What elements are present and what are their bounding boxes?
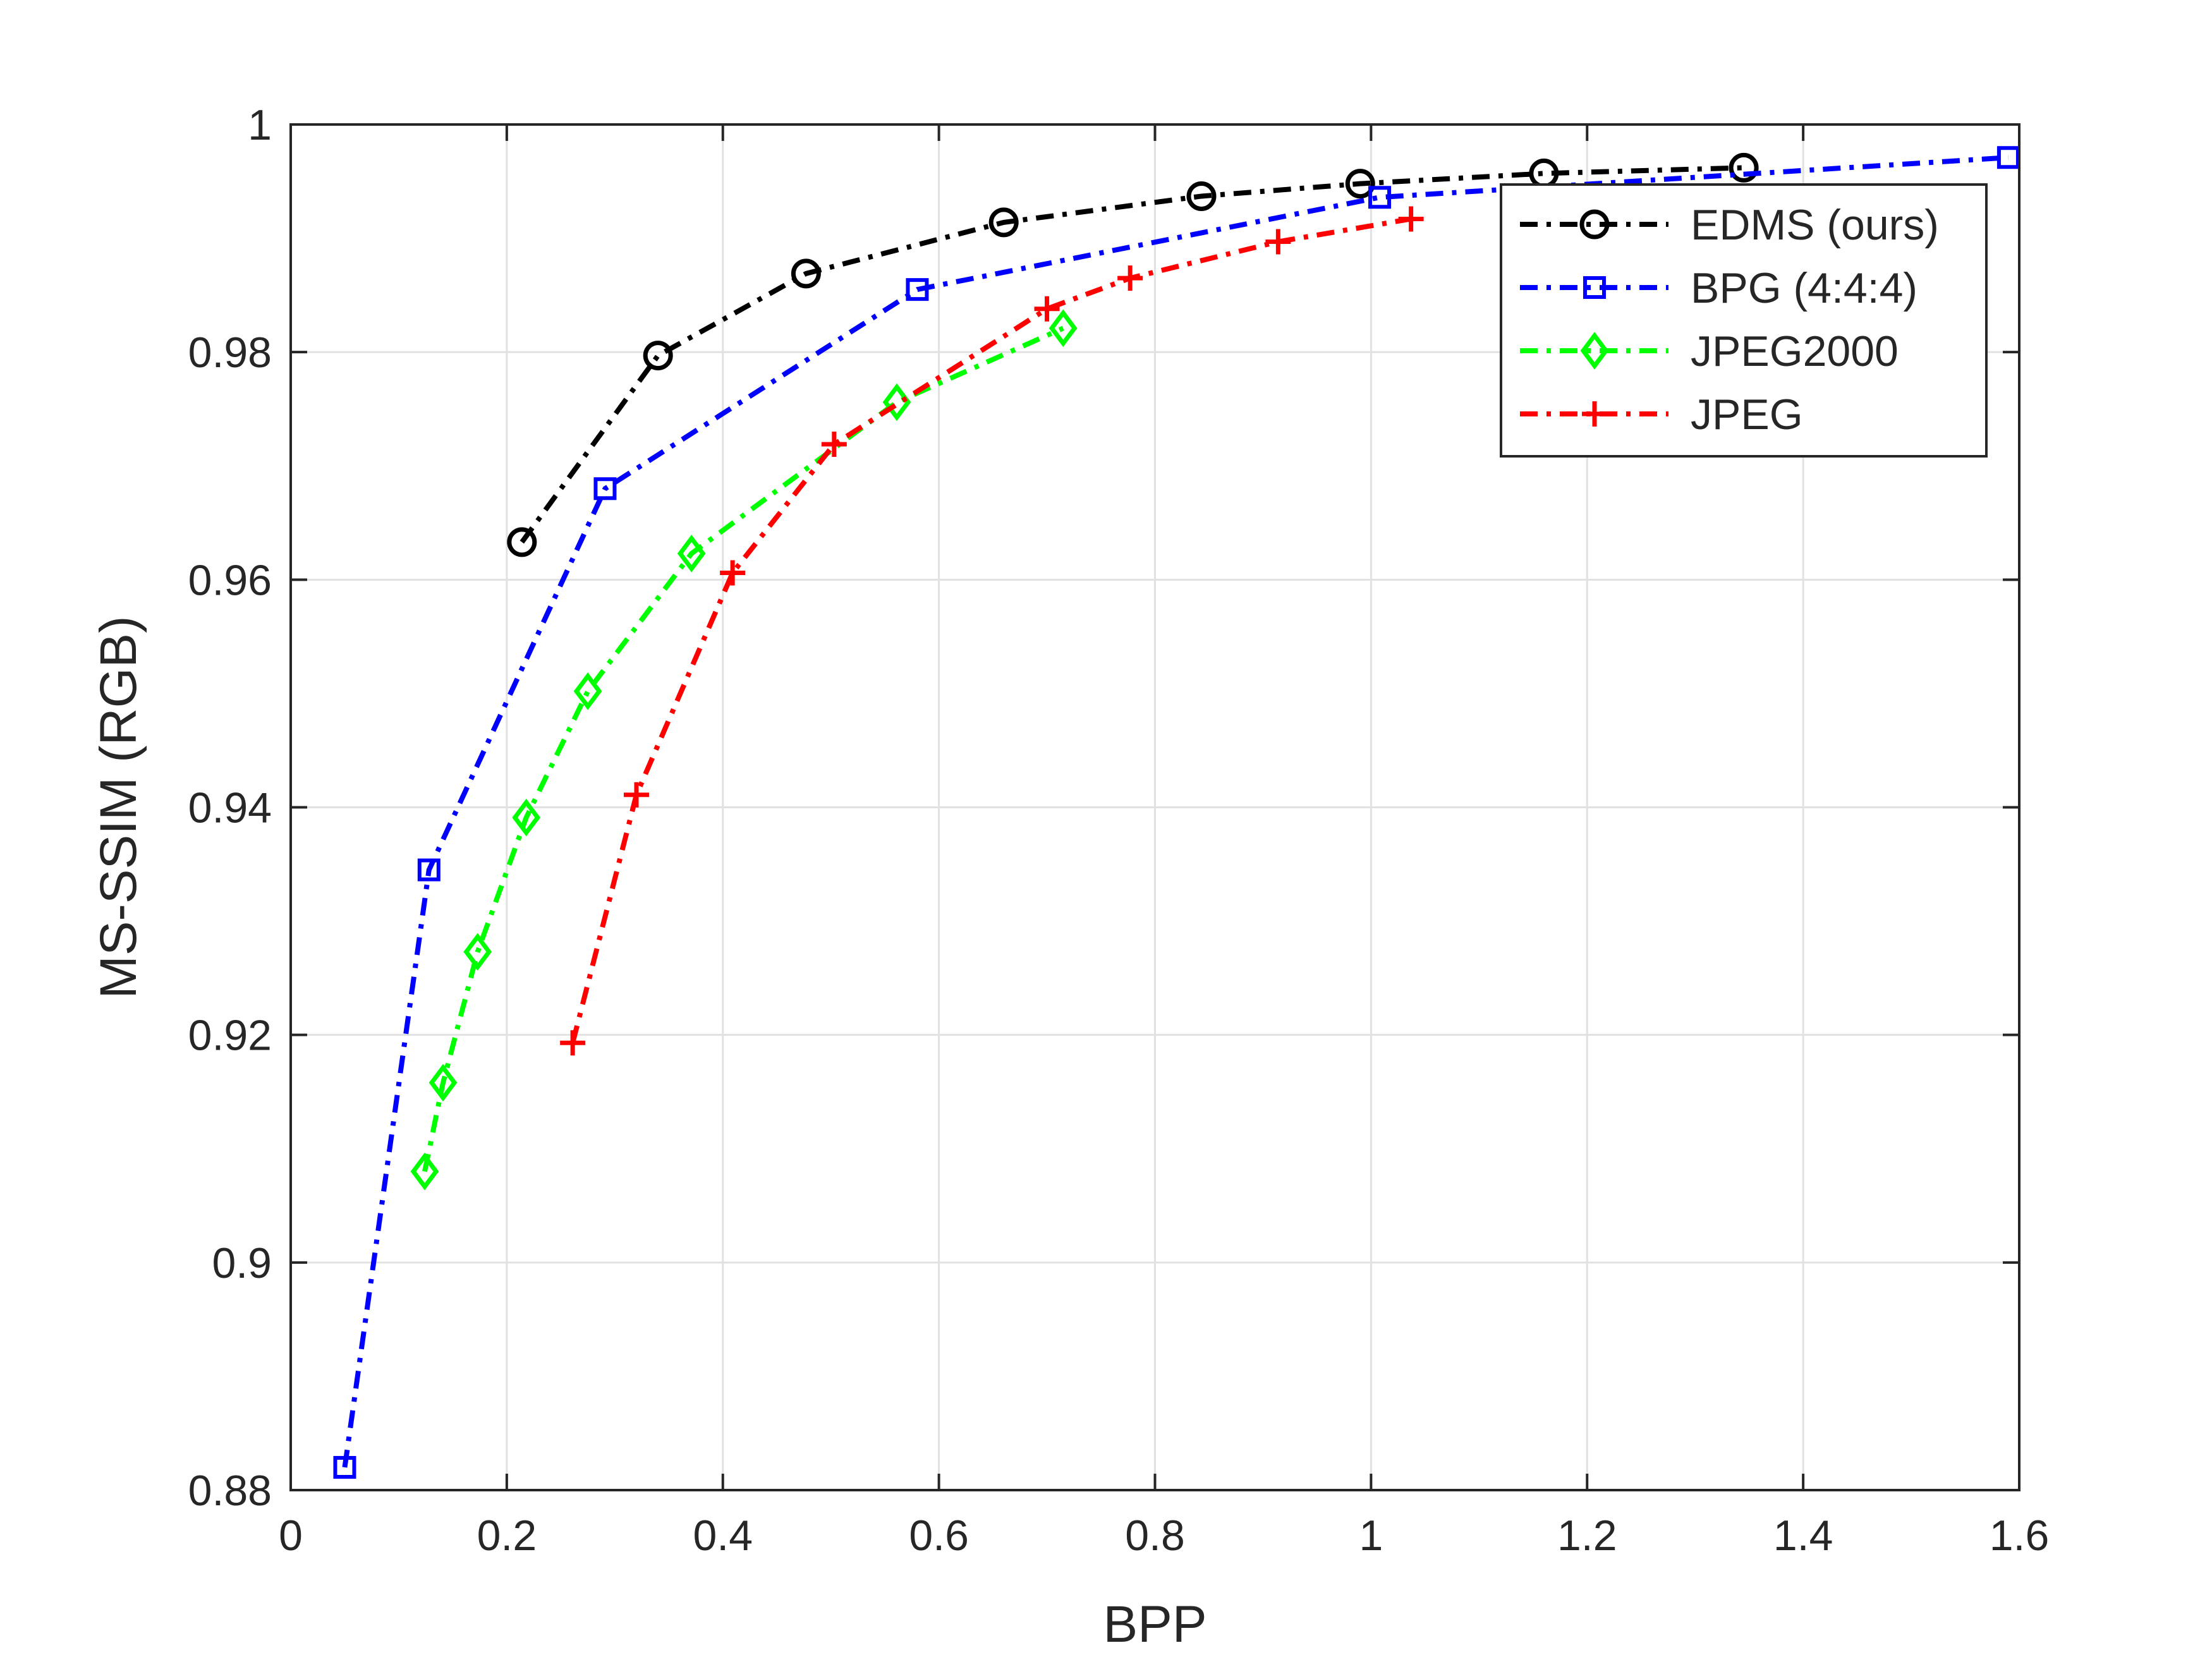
data-point bbox=[593, 477, 617, 500]
data-point bbox=[988, 207, 1019, 238]
data-point bbox=[1117, 265, 1143, 291]
data-point bbox=[507, 527, 537, 557]
x-tick-label: 1.4 bbox=[1773, 1512, 1833, 1560]
series-line bbox=[520, 165, 1744, 544]
data-point bbox=[463, 933, 492, 971]
x-tick-label: 0.4 bbox=[693, 1512, 753, 1560]
data-point bbox=[560, 1030, 586, 1056]
data-point bbox=[1996, 146, 2020, 169]
data-point bbox=[677, 535, 706, 573]
axes: 0 0.2 0.4 0.6 0.8 1 1.2 1.4 1.6 0.88 0.9 0.92 0.94 0.… bbox=[90, 101, 2049, 1653]
data-point bbox=[821, 432, 847, 458]
x-tick-label: 1.6 bbox=[1990, 1512, 2050, 1560]
data-point bbox=[1345, 169, 1375, 199]
data-point bbox=[417, 858, 441, 882]
legend-label: JPEG bbox=[1691, 391, 1803, 439]
legend-marker bbox=[1579, 209, 1610, 240]
y-tick-label: 0.94 bbox=[188, 784, 272, 832]
y-axis-label: MS-SSIM (RGB) bbox=[90, 616, 147, 999]
data-point bbox=[1729, 152, 1759, 183]
x-tick-label: 1 bbox=[1359, 1512, 1383, 1560]
data-point bbox=[1048, 309, 1078, 348]
data-point bbox=[1265, 229, 1291, 255]
series-line bbox=[422, 325, 1064, 1172]
data-point bbox=[1186, 181, 1217, 211]
x-tick-label: 1.2 bbox=[1557, 1512, 1617, 1560]
legend-entry: JPEG bbox=[1520, 391, 1803, 439]
data-point bbox=[791, 258, 821, 289]
series-layer bbox=[333, 146, 2020, 1479]
x-tick-label: 0.6 bbox=[909, 1512, 969, 1560]
y-tick-label: 0.9 bbox=[212, 1239, 272, 1287]
series-line bbox=[342, 155, 2009, 1468]
y-tick-label: 1 bbox=[248, 101, 272, 149]
y-tick-label: 0.88 bbox=[188, 1467, 272, 1515]
y-tick-label: 0.92 bbox=[188, 1012, 272, 1060]
data-point bbox=[428, 1064, 458, 1102]
legend-marker bbox=[1580, 332, 1609, 370]
x-tick-label: 0.8 bbox=[1125, 1512, 1185, 1560]
legend-marker bbox=[1583, 276, 1606, 299]
series-edms-ours bbox=[507, 152, 1759, 557]
data-point bbox=[410, 1152, 439, 1191]
data-point bbox=[333, 1455, 356, 1479]
y-tick-label: 0.98 bbox=[188, 329, 272, 377]
data-point bbox=[512, 798, 541, 837]
x-axis-label: BPP bbox=[1103, 1596, 1206, 1653]
data-point bbox=[643, 341, 673, 371]
data-point bbox=[906, 278, 929, 301]
legend: EDMS (ours) BPG (4:4:4) JPEG2000 JPEG bbox=[1500, 183, 1988, 458]
data-point bbox=[1398, 206, 1424, 232]
data-point bbox=[720, 560, 746, 586]
series-line bbox=[570, 216, 1412, 1044]
legend-marker bbox=[1582, 401, 1607, 427]
data-point bbox=[573, 672, 602, 710]
data-point bbox=[1034, 296, 1060, 322]
series-bpg-4-4-4 bbox=[333, 146, 2020, 1479]
data-point bbox=[1368, 186, 1392, 209]
legend-label: EDMS (ours) bbox=[1691, 201, 1939, 249]
legend-entry: EDMS (ours) bbox=[1520, 201, 1939, 249]
series-jpeg bbox=[560, 206, 1424, 1056]
legend-entry: BPG (4:4:4) bbox=[1520, 264, 1917, 312]
legend-label: BPG (4:4:4) bbox=[1691, 264, 1917, 312]
data-point bbox=[624, 782, 649, 808]
x-tick-label: 0.2 bbox=[477, 1512, 537, 1560]
legend-entry: JPEG2000 bbox=[1520, 327, 1899, 375]
legend-label: JPEG2000 bbox=[1691, 327, 1899, 375]
x-tick-label: 0 bbox=[279, 1512, 303, 1560]
y-tick-label: 0.96 bbox=[188, 556, 272, 604]
grid-lines bbox=[291, 124, 2019, 1490]
